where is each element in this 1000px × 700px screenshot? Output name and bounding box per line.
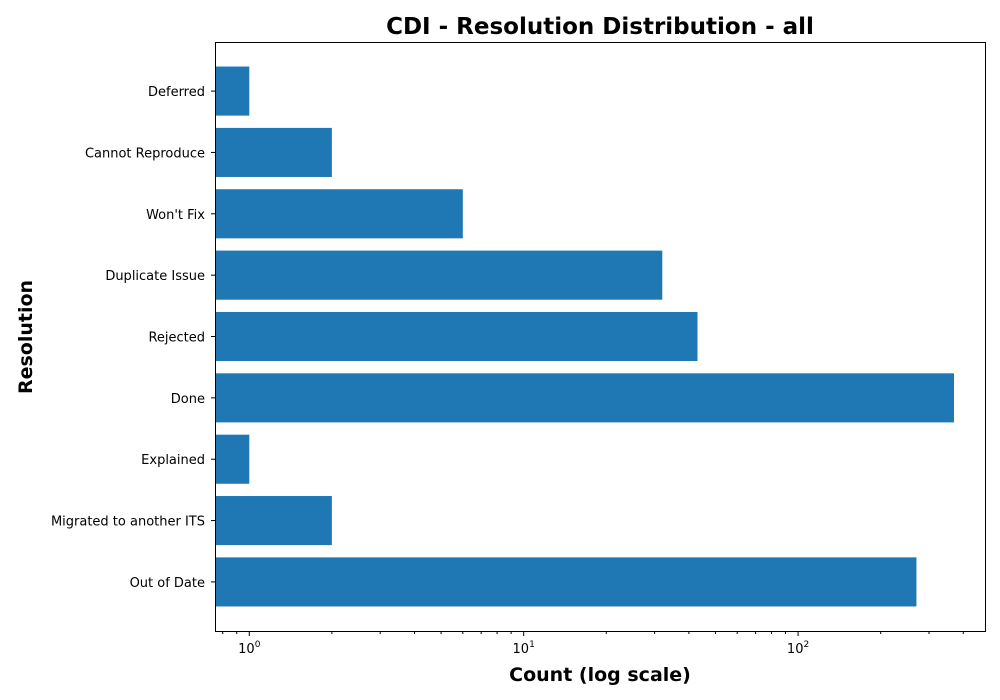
y-tick-label: Out of Date <box>130 576 205 591</box>
x-tick-label: 102 <box>787 640 809 657</box>
y-tick-label: Migrated to another ITS <box>51 515 205 530</box>
y-axis-label: Resolution <box>15 280 37 394</box>
bar <box>215 373 954 423</box>
y-tick-label: Duplicate Issue <box>105 269 205 284</box>
chart-title: CDI - Resolution Distribution - all <box>386 14 814 40</box>
bars-layer <box>215 66 954 607</box>
bar <box>215 434 250 484</box>
y-axis: Deferred Cannot Reproduce Won't Fix Duplica… <box>51 85 215 591</box>
y-tick-label: Rejected <box>148 331 205 346</box>
y-tick-label: Explained <box>141 453 205 468</box>
bar <box>215 66 250 116</box>
bar <box>215 496 332 546</box>
y-tick-label: Done <box>171 392 205 407</box>
bar <box>215 189 463 239</box>
plot-frame <box>215 42 986 632</box>
bar <box>215 311 698 362</box>
x-tick-label: 100 <box>238 640 261 657</box>
x-axis: 100 101 102 <box>222 631 964 657</box>
x-tick-label: 101 <box>513 640 535 657</box>
bar <box>215 127 332 177</box>
y-tick-label: Cannot Reproduce <box>85 146 205 161</box>
y-tick-label: Deferred <box>148 85 205 100</box>
bar <box>215 557 917 607</box>
x-axis-label: Count (log scale) <box>509 664 691 686</box>
bar <box>215 250 663 300</box>
y-tick-label: Won't Fix <box>146 208 205 223</box>
